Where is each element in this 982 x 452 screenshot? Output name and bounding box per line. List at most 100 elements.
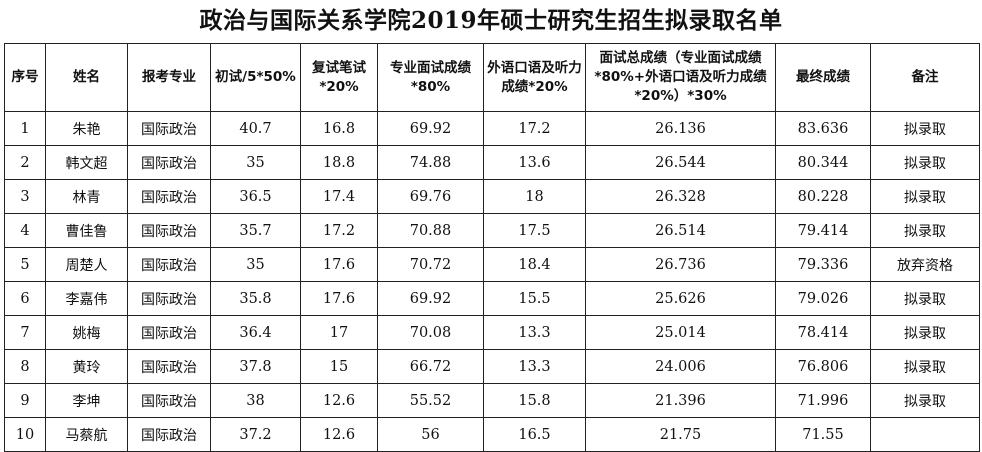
header-index: 序号 bbox=[4, 43, 46, 112]
cell-name: 周楚人 bbox=[45, 247, 128, 282]
header-interview-total: 面试总成绩（专业面试成绩*80%+外语口语及听力成绩*20%）*30% bbox=[585, 43, 776, 112]
cell-written-retest: 16.8 bbox=[300, 111, 378, 146]
cell-index: 9 bbox=[4, 383, 46, 418]
cell-final-score: 80.228 bbox=[775, 179, 871, 214]
cell-interview-total: 26.514 bbox=[585, 213, 776, 248]
cell-index: 3 bbox=[4, 179, 46, 214]
cell-index: 4 bbox=[4, 213, 46, 248]
cell-final-score: 71.996 bbox=[775, 383, 871, 418]
cell-index: 10 bbox=[4, 417, 46, 452]
cell-major: 国际政治 bbox=[127, 417, 211, 452]
table-row: 10 马蔡航 国际政治 37.2 12.6 56 16.5 21.75 71.55 bbox=[4, 417, 980, 452]
cell-written-retest: 17.2 bbox=[300, 213, 378, 248]
cell-language-score: 16.5 bbox=[483, 417, 586, 452]
cell-name: 黄玲 bbox=[45, 349, 128, 384]
table-row: 9 李坤 国际政治 38 12.6 55.52 15.8 21.396 71.996 拟录取 bbox=[4, 383, 980, 418]
cell-interview-score: 55.52 bbox=[377, 383, 484, 418]
cell-written-retest: 12.6 bbox=[300, 383, 378, 418]
header-language-score: 外语口语及听力成绩*20% bbox=[483, 43, 586, 112]
cell-interview-total: 26.328 bbox=[585, 179, 776, 214]
cell-written-retest: 15 bbox=[300, 349, 378, 384]
table-row: 1 朱艳 国际政治 40.7 16.8 69.92 17.2 26.136 83.636 拟录取 bbox=[4, 111, 980, 146]
cell-initial-score: 37.8 bbox=[210, 349, 301, 384]
table-row: 7 姚梅 国际政治 36.4 17 70.08 13.3 25.014 78.414 拟录取 bbox=[4, 315, 980, 350]
cell-final-score: 79.026 bbox=[775, 281, 871, 316]
table-body: 1 朱艳 国际政治 40.7 16.8 69.92 17.2 26.136 83.636 拟录取 2… bbox=[4, 111, 980, 452]
header-initial-score: 初试/5*50% bbox=[210, 43, 301, 112]
cell-initial-score: 35 bbox=[210, 145, 301, 180]
header-major: 报考专业 bbox=[127, 43, 211, 112]
cell-initial-score: 35.7 bbox=[210, 213, 301, 248]
cell-major: 国际政治 bbox=[127, 111, 211, 146]
cell-name: 李坤 bbox=[45, 383, 128, 418]
cell-remark: 拟录取 bbox=[870, 179, 980, 214]
cell-name: 林青 bbox=[45, 179, 128, 214]
cell-interview-score: 74.88 bbox=[377, 145, 484, 180]
cell-written-retest: 18.8 bbox=[300, 145, 378, 180]
cell-interview-total: 24.006 bbox=[585, 349, 776, 384]
cell-language-score: 15.5 bbox=[483, 281, 586, 316]
header-interview-score: 专业面试成绩*80% bbox=[377, 43, 484, 112]
cell-remark: 拟录取 bbox=[870, 349, 980, 384]
cell-major: 国际政治 bbox=[127, 247, 211, 282]
cell-major: 国际政治 bbox=[127, 349, 211, 384]
table-row: 3 林青 国际政治 36.5 17.4 69.76 18 26.328 80.228 拟录取 bbox=[4, 179, 980, 214]
cell-interview-score: 69.76 bbox=[377, 179, 484, 214]
cell-final-score: 78.414 bbox=[775, 315, 871, 350]
cell-language-score: 17.2 bbox=[483, 111, 586, 146]
cell-index: 2 bbox=[4, 145, 46, 180]
cell-name: 姚梅 bbox=[45, 315, 128, 350]
cell-remark bbox=[870, 417, 980, 452]
cell-language-score: 18 bbox=[483, 179, 586, 214]
cell-index: 7 bbox=[4, 315, 46, 350]
cell-remark: 拟录取 bbox=[870, 281, 980, 316]
cell-interview-total: 25.014 bbox=[585, 315, 776, 350]
cell-written-retest: 17 bbox=[300, 315, 378, 350]
cell-final-score: 79.336 bbox=[775, 247, 871, 282]
cell-remark: 拟录取 bbox=[870, 315, 980, 350]
cell-major: 国际政治 bbox=[127, 145, 211, 180]
cell-remark: 放弃资格 bbox=[870, 247, 980, 282]
cell-name: 曹佳鲁 bbox=[45, 213, 128, 248]
cell-interview-score: 69.92 bbox=[377, 281, 484, 316]
cell-remark: 拟录取 bbox=[870, 383, 980, 418]
cell-initial-score: 36.4 bbox=[210, 315, 301, 350]
cell-interview-score: 69.92 bbox=[377, 111, 484, 146]
cell-interview-total: 21.75 bbox=[585, 417, 776, 452]
cell-final-score: 79.414 bbox=[775, 213, 871, 248]
header-row: 序号 姓名 报考专业 初试/5*50% 复试笔试*20% 专业面试成绩*80% … bbox=[4, 43, 980, 112]
cell-written-retest: 17.6 bbox=[300, 247, 378, 282]
cell-remark: 拟录取 bbox=[870, 145, 980, 180]
cell-initial-score: 35.8 bbox=[210, 281, 301, 316]
admission-table: 序号 姓名 报考专业 初试/5*50% 复试笔试*20% 专业面试成绩*80% … bbox=[4, 43, 980, 452]
cell-language-score: 15.8 bbox=[483, 383, 586, 418]
table-row: 6 李嘉伟 国际政治 35.8 17.6 69.92 15.5 25.626 79.026 拟录取 bbox=[4, 281, 980, 316]
cell-written-retest: 12.6 bbox=[300, 417, 378, 452]
cell-final-score: 83.636 bbox=[775, 111, 871, 146]
cell-initial-score: 40.7 bbox=[210, 111, 301, 146]
cell-interview-total: 26.544 bbox=[585, 145, 776, 180]
cell-interview-score: 70.72 bbox=[377, 247, 484, 282]
cell-final-score: 80.344 bbox=[775, 145, 871, 180]
cell-major: 国际政治 bbox=[127, 315, 211, 350]
cell-final-score: 71.55 bbox=[775, 417, 871, 452]
cell-initial-score: 36.5 bbox=[210, 179, 301, 214]
cell-major: 国际政治 bbox=[127, 179, 211, 214]
page-title: 政治与国际关系学院2019年硕士研究生招生拟录取名单 bbox=[199, 7, 783, 34]
cell-interview-total: 25.626 bbox=[585, 281, 776, 316]
cell-remark: 拟录取 bbox=[870, 213, 980, 248]
cell-major: 国际政治 bbox=[127, 281, 211, 316]
cell-interview-total: 26.136 bbox=[585, 111, 776, 146]
cell-initial-score: 38 bbox=[210, 383, 301, 418]
cell-written-retest: 17.4 bbox=[300, 179, 378, 214]
header-remark: 备注 bbox=[870, 43, 980, 112]
cell-name: 马蔡航 bbox=[45, 417, 128, 452]
cell-interview-score: 70.88 bbox=[377, 213, 484, 248]
table-row: 4 曹佳鲁 国际政治 35.7 17.2 70.88 17.5 26.514 79.414 拟录取 bbox=[4, 213, 980, 248]
cell-name: 朱艳 bbox=[45, 111, 128, 146]
cell-interview-score: 56 bbox=[377, 417, 484, 452]
cell-initial-score: 37.2 bbox=[210, 417, 301, 452]
header-name: 姓名 bbox=[45, 43, 128, 112]
cell-remark: 拟录取 bbox=[870, 111, 980, 146]
table-row: 8 黄玲 国际政治 37.8 15 66.72 13.3 24.006 76.806 拟录取 bbox=[4, 349, 980, 384]
